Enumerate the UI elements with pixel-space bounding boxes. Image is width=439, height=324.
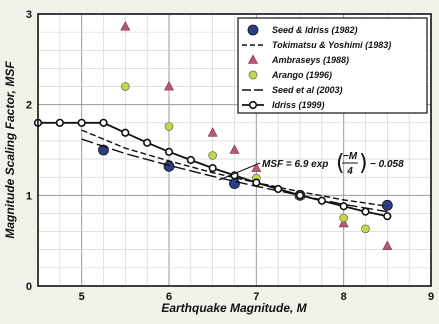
legend-label: Seed et al (2003) [272,85,343,95]
legend-entry: Ambraseys (1988) [248,54,349,65]
legend-label: Idriss (1999) [272,100,325,110]
x-axis-title: Earthquake Magnitude, M [161,301,307,315]
data-point [77,118,86,127]
y-tick-label: 0 [26,281,32,293]
series-dash [81,129,388,207]
data-point [251,162,262,172]
data-point [381,199,393,211]
legend-entry: Arango (1996) [248,70,332,80]
legend-entry: Seed et al (2003) [242,85,343,95]
data-point [383,212,392,221]
data-point [186,155,195,165]
series-line-marker [33,118,392,221]
data-point [382,240,393,250]
equation-annotation: MSF = 6.9 exp ( −M 4 ) − 0.058 [218,151,404,181]
y-tick-label: 3 [26,9,32,21]
data-point [99,118,108,127]
legend-marker [247,24,259,36]
equation-suffix: − 0.058 [370,159,404,170]
tick-labels: 5 6 7 8 9 0 1 2 3 [26,9,434,303]
legend-entry: Idriss (1999) [242,100,325,110]
equation-denominator: 4 [346,166,353,177]
equation-numerator: −M [343,151,358,162]
x-tick-label: 9 [428,291,434,303]
equation-leader-line [218,162,261,181]
plot-frame [37,13,432,287]
legend-label: Arango (1996) [271,70,332,80]
data-point [121,128,130,137]
data-point [55,118,64,127]
legend-entries: Seed & Idriss (1982) Tokimatsu & Yoshimi … [242,24,391,110]
legend-marker [248,100,258,110]
data-point [164,147,174,156]
data-point [295,191,305,200]
legend-marker [248,70,258,80]
x-tick-label: 7 [253,291,259,303]
legend-box [237,17,428,114]
y-tick-label: 1 [26,190,32,202]
equation-right-paren: ) [359,151,368,176]
y-tick-label: 2 [26,100,32,112]
data-point [163,160,175,172]
data-point [338,217,349,228]
data-point [274,184,283,194]
data-point [120,21,131,31]
data-series [33,21,393,250]
legend-label: Tokimatsu & Yoshimi (1983) [272,40,391,50]
data-point [339,202,348,211]
series-line [81,129,388,207]
data-point [317,196,326,205]
data-point [208,164,217,173]
x-tick-label: 8 [341,291,347,303]
data-point [229,144,240,154]
series-line [81,138,388,213]
data-point [143,138,152,147]
data-point [164,80,174,91]
legend: Seed & Idriss (1982) Tokimatsu & Yoshimi … [237,17,428,114]
data-point [339,213,349,223]
data-point [120,82,130,91]
data-point [208,151,218,160]
legend-entry: Seed & Idriss (1982) [247,24,358,36]
y-axis-title: Magnitude Scaling Factor, MSF [3,61,17,239]
data-point [164,122,174,131]
x-tick-label: 6 [166,291,172,303]
legend-label: Ambraseys (1988) [271,55,349,65]
series-longdash [81,138,388,213]
equation-left-paren: ( [336,151,345,176]
data-point [361,224,370,234]
legend-marker [248,54,258,64]
data-point [361,207,370,216]
x-tick-label: 5 [79,291,85,303]
legend-label: Seed & Idriss (1982) [272,25,358,35]
data-point [207,127,218,137]
equation-prefix: MSF = 6.9 exp [262,159,328,170]
legend-entry: Tokimatsu & Yoshimi (1983) [242,40,391,50]
data-point [252,178,261,187]
